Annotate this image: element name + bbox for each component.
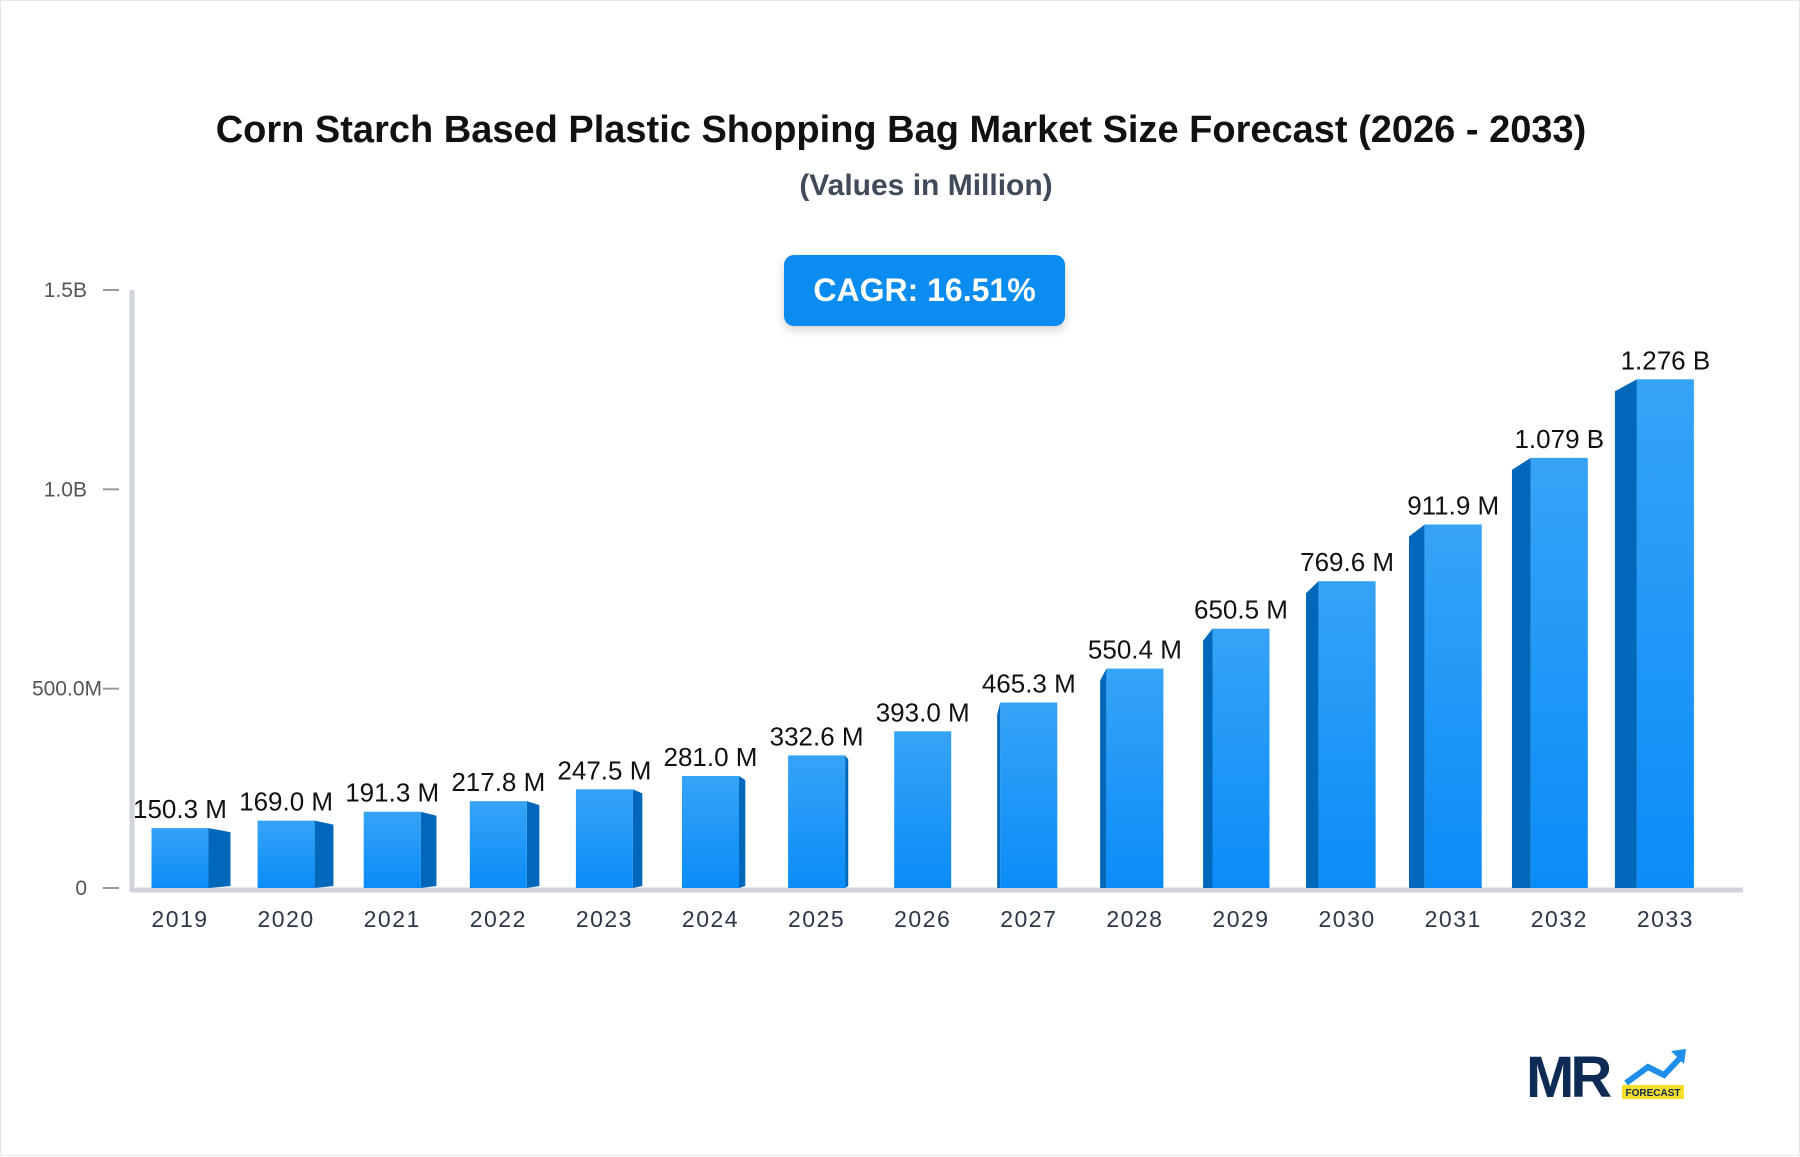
chart-title: Corn Starch Based Plastic Shopping Bag M… — [215, 109, 1587, 151]
bar-2023 — [575, 789, 633, 888]
bar-2020 — [257, 820, 315, 888]
data-label-2028: 550.4 M — [1088, 635, 1182, 665]
bar-2025 — [788, 755, 846, 888]
bar-side-2030 — [1306, 581, 1319, 888]
chart-subtitle: (Values in Million) — [799, 169, 1053, 202]
data-label-2022: 217.8 M — [451, 767, 545, 797]
bar-side-2024 — [739, 775, 746, 888]
bar-side-2027 — [997, 702, 1001, 888]
data-label-2021: 191.3 M — [345, 778, 439, 808]
bar-2027 — [1000, 702, 1058, 888]
cagr-badge: CAGR: 16.51% — [784, 255, 1065, 326]
data-label-2024: 281.0 M — [664, 742, 758, 772]
x-tick-label-2027: 2027 — [1000, 906, 1057, 932]
bar-2028 — [1106, 668, 1164, 888]
bar-side-2032 — [1511, 457, 1531, 888]
x-tick-label-2021: 2021 — [364, 906, 421, 932]
data-label-2033: 1.276 B — [1621, 345, 1711, 375]
data-label-2020: 169.0 M — [239, 787, 333, 817]
bar-side-2028 — [1100, 668, 1107, 888]
bar-side-2025 — [845, 755, 849, 888]
x-tick-label-2030: 2030 — [1319, 906, 1376, 932]
logo-tagline: FORECAST — [1626, 1088, 1681, 1099]
data-label-2019: 150.3 M — [133, 794, 227, 824]
x-tick-label-2024: 2024 — [682, 906, 739, 932]
logo-text: MR — [1526, 1045, 1611, 1101]
y-tick-label: 1.5B — [44, 279, 87, 302]
data-label-2026: 393.0 M — [876, 697, 970, 727]
bar-2024 — [682, 775, 739, 888]
y-tick-label: 0 — [75, 877, 87, 900]
bar-side-2031 — [1408, 524, 1425, 888]
x-tick-label-2020: 2020 — [258, 906, 315, 932]
data-label-2025: 332.6 M — [770, 721, 864, 751]
x-tick-label-2029: 2029 — [1212, 906, 1269, 932]
data-label-2032: 1.079 B — [1514, 424, 1604, 454]
bar-side-2022 — [526, 801, 540, 888]
x-tick-label-2019: 2019 — [151, 906, 208, 932]
bar-2026 — [894, 731, 952, 888]
data-label-2023: 247.5 M — [557, 755, 651, 785]
bar-side-2020 — [314, 820, 334, 888]
x-tick-label-2025: 2025 — [788, 906, 845, 932]
x-tick-label-2031: 2031 — [1425, 906, 1482, 932]
x-tick-label-2022: 2022 — [470, 906, 527, 932]
tagline-box — [1622, 1085, 1684, 1099]
data-label-2031: 911.9 M — [1407, 490, 1499, 520]
bar-2032 — [1530, 457, 1588, 888]
bar-2021 — [363, 811, 421, 888]
arrow-head-icon — [1671, 1049, 1686, 1064]
bar-side-2019 — [208, 828, 231, 888]
x-tick-label-2023: 2023 — [576, 906, 633, 932]
bar-side-2029 — [1203, 628, 1213, 888]
bar-2022 — [469, 801, 527, 888]
trend-arrow-icon — [1624, 1054, 1684, 1086]
x-tick-label-2033: 2033 — [1637, 906, 1694, 932]
bar-2029 — [1212, 628, 1270, 888]
bar-2031 — [1424, 524, 1482, 888]
y-tick-label: 500.0M — [32, 678, 102, 701]
bar-side-2023 — [632, 789, 643, 888]
x-tick-label-2028: 2028 — [1106, 906, 1163, 932]
bar-2030 — [1318, 581, 1376, 888]
data-label-2029: 650.5 M — [1194, 595, 1288, 625]
x-tick-label-2032: 2032 — [1531, 906, 1588, 932]
bar-side-2021 — [420, 811, 437, 888]
data-label-2030: 769.6 M — [1300, 547, 1394, 577]
x-tick-label-2026: 2026 — [894, 906, 951, 932]
bar-side-2033 — [1614, 379, 1637, 888]
y-tick-label: 1.0B — [44, 478, 87, 501]
bar-2019 — [151, 828, 209, 888]
data-label-2027: 465.3 M — [982, 669, 1076, 699]
logo: MR FORECAST — [1526, 1039, 1686, 1101]
bar-2033 — [1636, 379, 1694, 888]
mr-forecast-logo: MR FORECAST — [1526, 1045, 1686, 1101]
